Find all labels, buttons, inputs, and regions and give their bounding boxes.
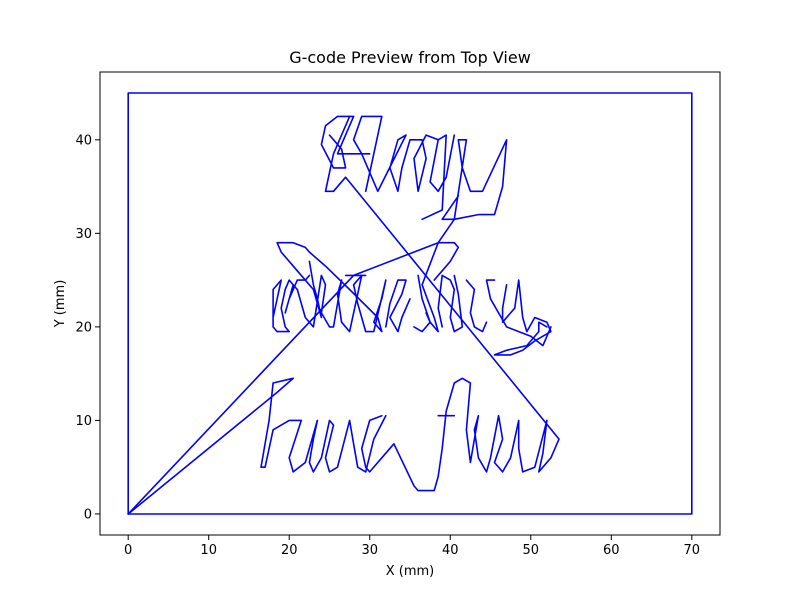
toolpath-segment-0 bbox=[127, 92, 693, 515]
plot-frame bbox=[99, 71, 721, 536]
plot-lines bbox=[127, 92, 693, 515]
toolpath-segment-4 bbox=[320, 115, 371, 169]
x-tick-label: 30 bbox=[361, 543, 378, 558]
y-tick-label: 0 bbox=[84, 507, 92, 522]
y-tick-label: 20 bbox=[75, 320, 92, 335]
toolpath-segment-11 bbox=[485, 279, 552, 347]
toolpath-segment-9 bbox=[272, 241, 387, 333]
x-tick-label: 50 bbox=[523, 543, 540, 558]
x-tick-label: 70 bbox=[684, 543, 701, 558]
toolpath-segment-16 bbox=[437, 274, 464, 333]
y-axis-ticks: 0 10 20 30 40 bbox=[75, 133, 100, 522]
toolpath-segment-2 bbox=[421, 134, 456, 221]
y-tick-label: 30 bbox=[75, 227, 92, 242]
toolpath-segment-14 bbox=[421, 241, 460, 333]
toolpath-segment-1 bbox=[127, 139, 508, 515]
toolpath-segment-17 bbox=[493, 279, 552, 356]
x-tick-label: 20 bbox=[281, 543, 298, 558]
toolpath-segment-5 bbox=[324, 115, 560, 492]
y-axis-label: Y (mm) bbox=[53, 280, 68, 329]
toolpath-segment-6 bbox=[127, 377, 387, 515]
toolpath-segment-15 bbox=[465, 279, 488, 333]
x-tick-label: 40 bbox=[442, 543, 459, 558]
y-tick-label: 10 bbox=[75, 414, 92, 429]
toolpath-segment-3 bbox=[352, 115, 440, 193]
chart-title: G-code Preview from Top View bbox=[289, 48, 531, 67]
x-axis-label: X (mm) bbox=[386, 564, 435, 579]
y-tick-label: 40 bbox=[75, 133, 92, 148]
x-tick-label: 60 bbox=[603, 543, 620, 558]
toolpath-segment-12 bbox=[384, 279, 411, 333]
x-tick-label: 10 bbox=[200, 543, 217, 558]
x-tick-label: 0 bbox=[124, 543, 132, 558]
toolpath-segment-10 bbox=[284, 274, 311, 314]
x-axis-ticks: 0 10 20 30 40 50 60 70 bbox=[124, 535, 700, 558]
